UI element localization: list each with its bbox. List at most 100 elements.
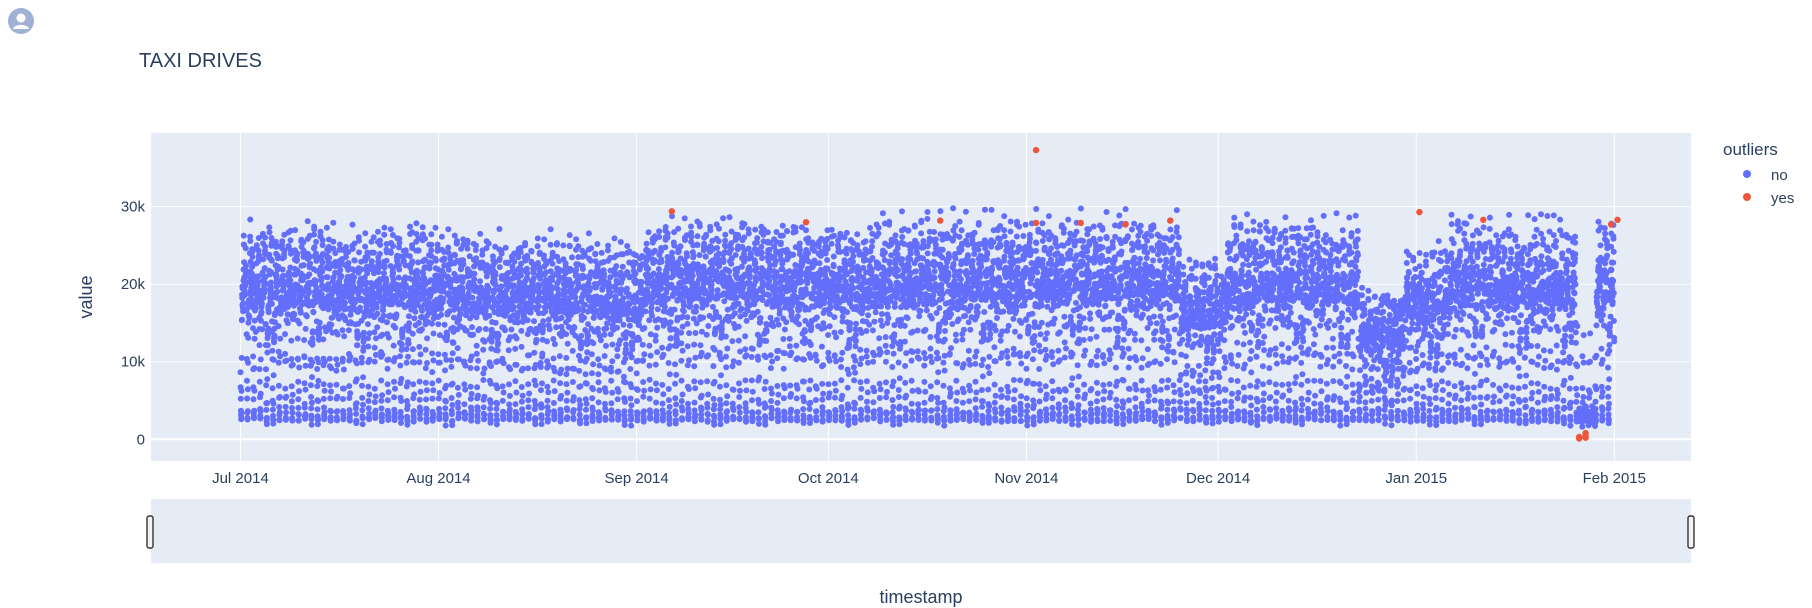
data-point-no — [858, 416, 865, 423]
data-point-no — [402, 248, 409, 254]
data-point-no — [319, 268, 326, 275]
data-point-no — [315, 377, 322, 384]
data-point-no — [289, 405, 295, 411]
data-point-no — [316, 330, 323, 337]
data-point-no — [289, 391, 296, 398]
data-point-no — [460, 261, 467, 268]
data-point-no — [884, 388, 890, 395]
data-point-no — [507, 366, 514, 373]
data-point-no — [333, 367, 340, 374]
data-point-no — [257, 390, 264, 397]
data-point-no — [494, 385, 501, 392]
data-point-no — [410, 381, 417, 388]
data-point-no — [268, 279, 274, 286]
data-point-no — [601, 353, 608, 359]
data-point-no — [850, 253, 857, 260]
data-point-no — [442, 405, 449, 412]
data-point-no — [351, 274, 358, 281]
data-point-no — [678, 357, 685, 364]
data-point-no — [259, 326, 266, 333]
data-point-no — [391, 415, 398, 422]
data-point-no — [577, 416, 584, 423]
data-point-no — [406, 253, 413, 260]
data-point-no — [850, 285, 857, 292]
data-point-no — [826, 390, 833, 397]
data-point-no — [345, 327, 352, 334]
data-point-no — [237, 369, 244, 376]
data-point-no — [301, 380, 308, 387]
data-point-no — [660, 391, 667, 398]
data-point-no — [371, 344, 378, 351]
data-point-no — [392, 324, 399, 331]
data-point-no — [891, 303, 898, 310]
data-point-no — [430, 387, 437, 394]
data-point-no — [609, 409, 615, 416]
data-point-no — [742, 333, 749, 340]
data-point-no — [296, 320, 303, 327]
data-point-no — [684, 320, 691, 327]
data-point-no — [455, 399, 461, 406]
data-point-no — [806, 386, 813, 393]
data-point-no — [761, 386, 768, 392]
data-point-no — [464, 245, 471, 252]
data-point-no — [598, 249, 605, 256]
data-point-no — [857, 379, 864, 386]
data-point-no — [743, 387, 750, 394]
data-point-no — [756, 400, 763, 407]
data-point-no — [532, 421, 539, 428]
user-avatar-icon[interactable] — [8, 8, 34, 34]
data-point-no — [666, 403, 673, 410]
data-point-no — [759, 255, 765, 262]
data-point-no — [524, 274, 530, 281]
data-point-no — [321, 387, 328, 394]
data-point-no — [675, 225, 682, 232]
data-point-no — [485, 286, 492, 293]
data-point-no — [723, 364, 730, 371]
data-point-no — [533, 327, 540, 334]
data-point-no — [436, 405, 442, 412]
data-point-no — [781, 350, 788, 357]
data-point-no — [749, 345, 756, 352]
data-point-no — [786, 343, 793, 350]
data-point-no — [383, 257, 390, 264]
data-point-no — [689, 272, 696, 279]
data-point-no — [429, 350, 436, 357]
data-point-no — [551, 410, 558, 417]
data-point-no — [726, 214, 733, 221]
data-point-no — [473, 242, 479, 249]
data-point-no — [646, 376, 653, 383]
data-point-no — [354, 342, 361, 349]
data-point-no — [628, 354, 635, 361]
data-point-no — [366, 410, 373, 417]
data-point-no — [423, 387, 430, 394]
data-point-no — [337, 282, 344, 289]
data-point-no — [779, 222, 786, 229]
data-point-no — [280, 272, 287, 279]
data-point-no — [651, 247, 658, 254]
data-point-no — [614, 396, 621, 403]
data-point-no — [780, 395, 787, 402]
data-point-no — [366, 416, 373, 423]
data-point-no — [800, 406, 807, 413]
data-point-no — [316, 319, 323, 326]
data-point-no — [397, 362, 404, 369]
data-point-no — [717, 396, 723, 403]
data-point-no — [796, 240, 803, 247]
data-point-no — [395, 262, 402, 269]
data-point-no — [579, 266, 586, 272]
data-point-no — [385, 410, 392, 417]
data-point-no — [378, 405, 385, 412]
data-point-no — [807, 416, 814, 423]
data-point-no — [353, 400, 360, 407]
data-point-no — [514, 314, 521, 321]
data-point-no — [245, 359, 252, 366]
data-point-no — [705, 323, 712, 329]
data-point-no — [735, 300, 742, 307]
data-point-no — [634, 387, 641, 393]
data-point-no — [653, 411, 660, 418]
data-point-no — [752, 226, 759, 233]
data-point-no — [341, 300, 348, 306]
data-point-no — [353, 410, 360, 417]
data-point-no — [522, 240, 529, 246]
data-point-no — [287, 277, 294, 284]
